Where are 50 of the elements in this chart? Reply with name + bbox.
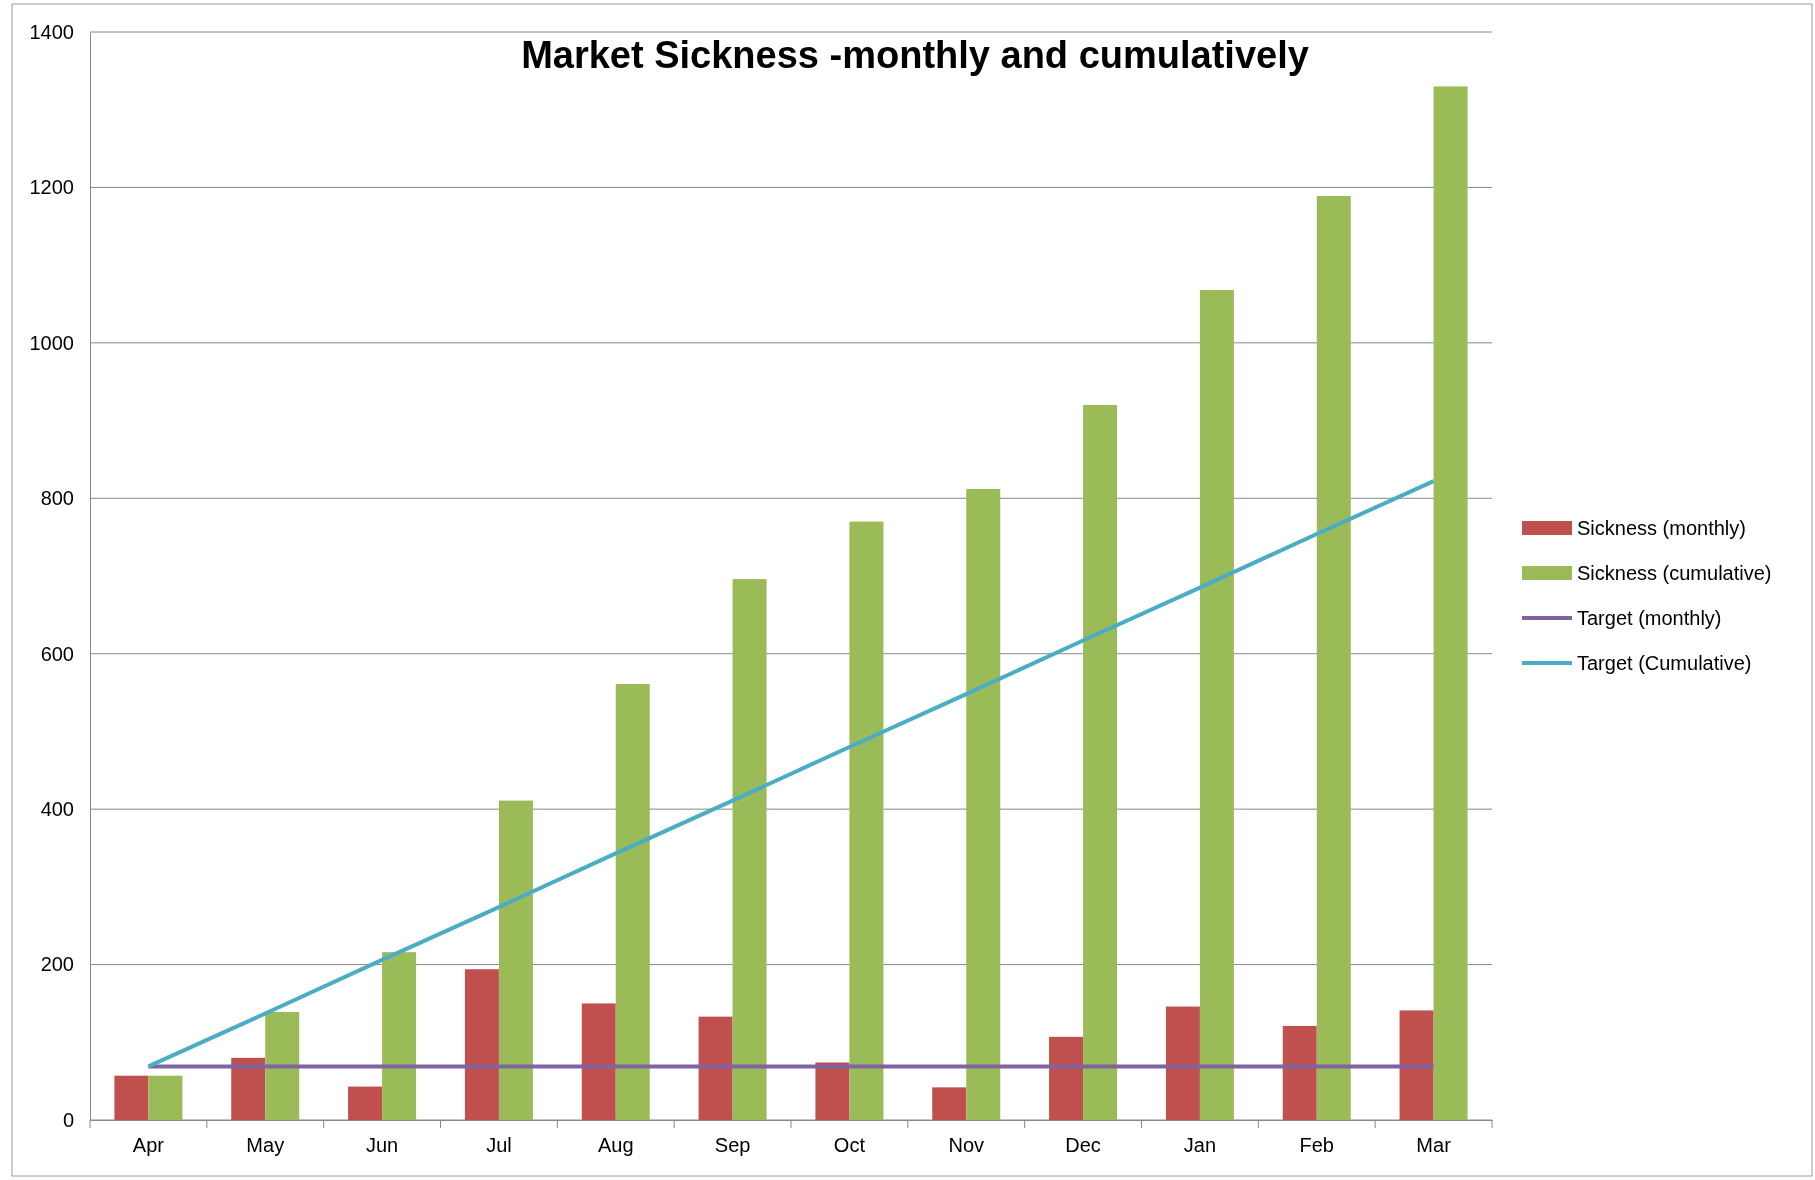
bar xyxy=(265,1011,300,1120)
bar xyxy=(231,1057,266,1120)
x-tick-label: Jun xyxy=(365,1134,399,1157)
bar xyxy=(1316,195,1351,1120)
bar xyxy=(698,1016,733,1120)
bar xyxy=(966,488,1001,1120)
y-tick-label: 1400 xyxy=(29,20,74,43)
bar xyxy=(382,952,417,1120)
bar xyxy=(1433,86,1468,1120)
y-tick-label: 200 xyxy=(40,953,74,976)
y-tick-label: 1200 xyxy=(29,176,74,199)
y-tick-label: 0 xyxy=(62,1108,74,1131)
bar xyxy=(732,579,767,1120)
chart-title: Market Sickness -monthly and cumulatively xyxy=(521,34,1309,76)
x-tick-label: Dec xyxy=(1065,1134,1101,1157)
x-tick-label: Sep xyxy=(714,1134,751,1157)
x-tick-label: Jul xyxy=(486,1134,512,1157)
bar xyxy=(348,1086,383,1120)
x-tick-label: Oct xyxy=(833,1134,866,1157)
bar xyxy=(1199,290,1234,1120)
legend-label: Target (monthly) xyxy=(1577,607,1722,629)
y-tick-label: 600 xyxy=(40,642,74,665)
bar xyxy=(1083,405,1118,1120)
bar xyxy=(1282,1025,1317,1120)
bar xyxy=(615,684,650,1120)
line-series xyxy=(146,479,1436,1069)
x-tick-label: Feb xyxy=(1299,1134,1334,1157)
bar xyxy=(498,800,533,1120)
bar xyxy=(1165,1006,1200,1120)
legend-label: Target (Cumulative) xyxy=(1577,652,1752,674)
x-tick-label: Aug xyxy=(597,1134,634,1157)
x-tick-label: Jan xyxy=(1183,1134,1217,1157)
bar xyxy=(815,1062,850,1120)
bar xyxy=(1049,1036,1084,1120)
bar xyxy=(581,1003,616,1120)
legend-label: Sickness (cumulative) xyxy=(1577,562,1772,584)
x-tick-label: Mar xyxy=(1416,1134,1452,1157)
y-tick-label: 800 xyxy=(40,487,74,510)
bar xyxy=(148,1075,183,1120)
bar xyxy=(114,1075,149,1120)
x-tick-label: Nov xyxy=(948,1134,985,1157)
x-tick-label: May xyxy=(246,1134,285,1157)
x-tick-label: Apr xyxy=(132,1134,165,1157)
bar xyxy=(464,969,499,1120)
bar xyxy=(849,521,884,1120)
y-tick-label: 1000 xyxy=(29,331,74,354)
y-tick-label: 400 xyxy=(40,798,74,821)
bar xyxy=(932,1087,967,1120)
bar xyxy=(1399,1010,1434,1120)
legend-label: Sickness (monthly) xyxy=(1577,517,1746,539)
